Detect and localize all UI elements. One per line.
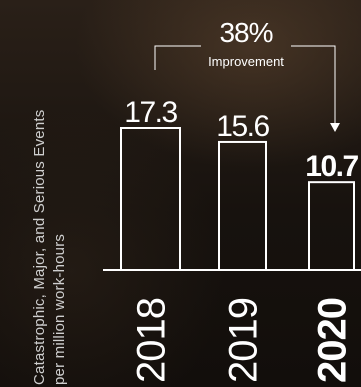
annotation-arrowhead (330, 123, 340, 132)
bar-2018 (120, 127, 181, 271)
category-label-2020: 2020 (311, 298, 355, 383)
category-label-2018: 2018 (130, 298, 174, 383)
value-label-2019: 15.6 (216, 110, 269, 143)
y-axis-label: Catastrophic, Major, and Serious Events … (31, 110, 68, 385)
y-axis-label-line2: per million work-hours (51, 234, 68, 385)
improvement-annotation: 38% Improvement (154, 17, 340, 132)
bars: 17.3 2018 15.6 2019 10.7 2020 (120, 96, 360, 383)
bar-2019 (218, 140, 267, 271)
improvement-percent: 38% (219, 17, 272, 48)
annotation-bracket-right (291, 45, 336, 124)
value-label-2020: 10.7 (305, 150, 358, 183)
y-axis-label-line1: Catastrophic, Major, and Serious Events (31, 110, 48, 385)
bar-2020 (308, 181, 355, 272)
improvement-text: Improvement (208, 54, 284, 69)
category-label-2019: 2019 (222, 298, 266, 383)
value-label-2018: 17.3 (124, 96, 177, 129)
annotation-bracket-left (154, 45, 201, 70)
